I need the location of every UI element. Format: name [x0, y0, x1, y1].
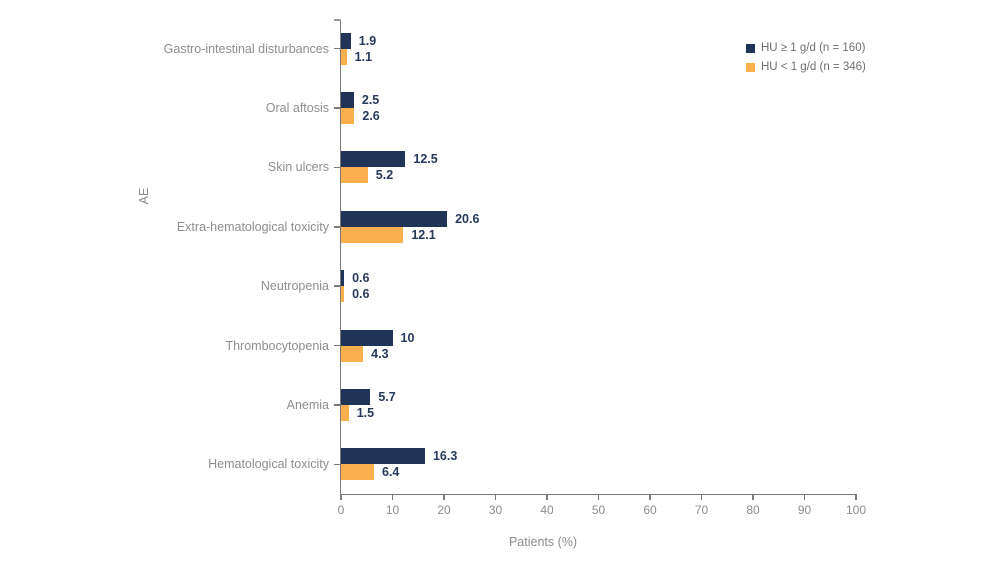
x-tick-label: 10: [385, 503, 400, 517]
bar: [341, 92, 354, 109]
bar-value-label: 0.6: [352, 287, 370, 302]
bar-value-label: 1.5: [356, 405, 375, 420]
category-label: Skin ulcers: [267, 160, 329, 175]
category-label: Thrombocytopenia: [225, 338, 329, 353]
bar-value-label: 4.3: [371, 346, 389, 361]
y-axis-tick: [334, 404, 341, 406]
category-label: Neutropenia: [260, 279, 329, 294]
category-label: Gastro-intestinal disturbances: [163, 41, 329, 56]
bar-value-label: 1.9: [358, 33, 377, 48]
x-tick-label: 100: [845, 503, 867, 517]
bar-value-label: 2.6: [362, 109, 380, 124]
x-axis-tick: [649, 494, 651, 500]
plot-area: Gastro-intestinal disturbances 1.9 1.1 Oral…: [164, 19, 866, 517]
bar-value-label: 2.5: [361, 93, 380, 108]
y-axis-tick: [334, 107, 341, 109]
bar-value-label: 12.1: [411, 227, 436, 242]
legend-swatch-navy-icon: [746, 43, 755, 53]
x-axis-tick: [340, 494, 342, 500]
x-tick-label: 70: [694, 503, 709, 517]
x-tick-label: 50: [591, 503, 606, 517]
bar-value-label: 10: [400, 330, 415, 345]
x-tick-label: 80: [746, 503, 760, 517]
x-axis-tick: [803, 494, 806, 500]
x-axis-tick: [855, 494, 857, 500]
x-axis-tick: [752, 494, 754, 500]
bar: [341, 210, 448, 227]
x-tick-label: 0: [337, 503, 345, 517]
x-axis-tick: [546, 494, 548, 500]
x-axis-tick: [443, 494, 445, 500]
y-axis-tick: [334, 285, 341, 287]
category-label: Anemia: [286, 397, 329, 412]
x-axis-tick: [597, 494, 600, 500]
bar: [341, 270, 345, 287]
y-axis-tick: [334, 166, 341, 169]
category-label: Hematological toxicity: [208, 457, 329, 472]
category-label: Extra-hematological toxicity: [176, 219, 329, 234]
y-axis-tick: [334, 226, 341, 228]
legend-entry-hu-high: HU ≥ 1 g/d (n = 160): [746, 42, 866, 54]
legend-swatch-orange-icon: [746, 62, 755, 72]
legend-entry-hu-low: HU < 1 g/d (n = 346): [746, 61, 866, 73]
x-axis-tick: [391, 494, 394, 500]
bar: [341, 32, 351, 49]
legend: HU ≥ 1 g/d (n = 160) HU < 1 g/d (n = 346…: [746, 42, 866, 80]
bar-value-label: 20.6: [455, 211, 480, 226]
y-axis-tick: [334, 47, 341, 50]
bar: [341, 464, 374, 481]
bar-value-label: 0.6: [352, 271, 370, 286]
x-tick-label: 60: [643, 503, 657, 517]
bar: [341, 388, 371, 405]
category-label: Oral aftosis: [265, 101, 329, 116]
bar: [341, 48, 347, 65]
bar: [341, 448, 425, 465]
x-axis-title: Patients (%): [508, 535, 578, 549]
bar: [341, 286, 345, 303]
x-tick-label: 40: [540, 503, 554, 517]
x-tick-label: 20: [437, 503, 451, 517]
bar: [341, 167, 368, 184]
bar: [341, 345, 364, 362]
legend-label: HU ≥ 1 g/d (n = 160): [761, 42, 866, 54]
y-axis-tick: [334, 344, 341, 347]
bar: [341, 108, 355, 125]
bar: [341, 404, 349, 421]
x-axis-tick: [700, 494, 703, 500]
bar: [341, 226, 404, 243]
bar: [341, 329, 393, 346]
bar-value-label: 12.5: [413, 152, 438, 167]
y-axis-tick: [334, 463, 341, 466]
bar: [341, 151, 406, 168]
bar-value-label: 5.7: [378, 389, 396, 404]
x-axis-tick: [494, 494, 497, 500]
bar-value-label: 16.3: [432, 449, 458, 464]
y-axis-top-tick: [334, 19, 341, 21]
legend-label: HU < 1 g/d (n = 346): [761, 61, 866, 73]
x-tick-label: 30: [488, 503, 503, 517]
bar-value-label: 5.2: [375, 168, 394, 183]
bar-value-label: 1.1: [354, 49, 373, 64]
x-tick-label: 90: [797, 503, 812, 517]
bar-value-label: 6.4: [381, 465, 400, 480]
